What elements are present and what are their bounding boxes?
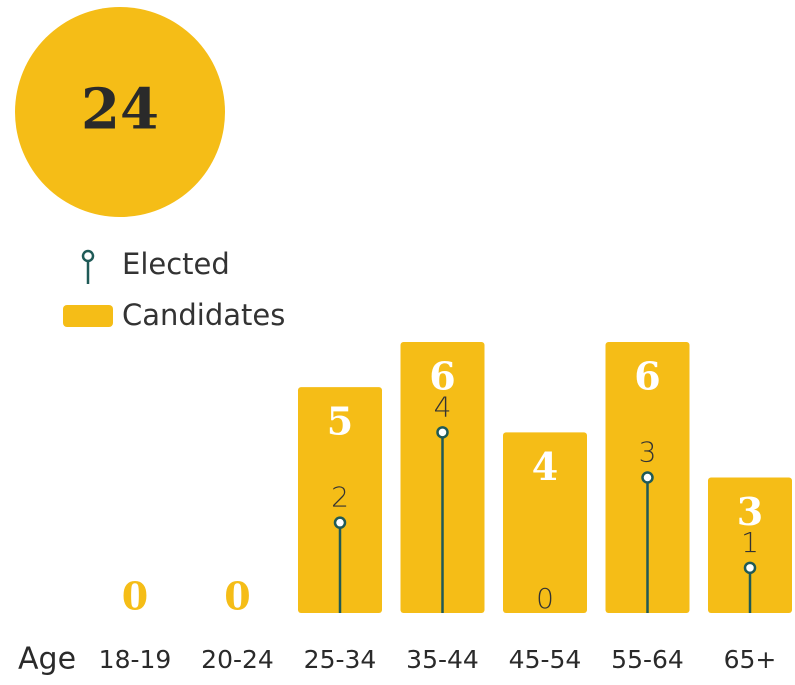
x-tick-label: 65+ (724, 645, 777, 674)
x-tick-label: 45-54 (509, 645, 582, 674)
bar (503, 432, 587, 613)
legend-elected-icon (81, 249, 95, 263)
bar (298, 387, 382, 613)
total-circle (15, 7, 225, 217)
elected-value-label: 1 (741, 526, 759, 559)
elected-dot (333, 516, 347, 529)
elected-value-label: 3 (639, 436, 657, 469)
bar-value-label: 0 (224, 574, 250, 619)
x-tick-label: 55-64 (611, 645, 684, 674)
legend-candidates-icon (63, 305, 113, 327)
bar-value-label: 0 (122, 574, 148, 619)
bar-value-label: 3 (737, 489, 763, 534)
x-tick-label: 25-34 (304, 645, 377, 674)
elected-value-label: 0 (536, 582, 554, 615)
elected-value-label: 2 (331, 481, 349, 514)
x-tick-label: 20-24 (201, 645, 274, 674)
elected-dot (436, 426, 449, 439)
x-axis-label: Age (18, 642, 76, 677)
legend-label: Candidates (122, 298, 285, 332)
bar (708, 477, 792, 613)
bar-value-label: 5 (327, 399, 353, 444)
elected-value-label: 4 (434, 390, 452, 423)
bar-value-label: 6 (634, 354, 660, 399)
x-tick-label: 18-19 (99, 645, 172, 674)
legend-label: Elected (122, 247, 230, 281)
chart-title: 24 (81, 77, 159, 143)
bar-value-label: 4 (532, 444, 558, 489)
bar-value-label: 6 (429, 354, 455, 399)
elected-dot (743, 561, 757, 575)
elected-dot (641, 471, 654, 484)
x-tick-label: 35-44 (406, 645, 479, 674)
